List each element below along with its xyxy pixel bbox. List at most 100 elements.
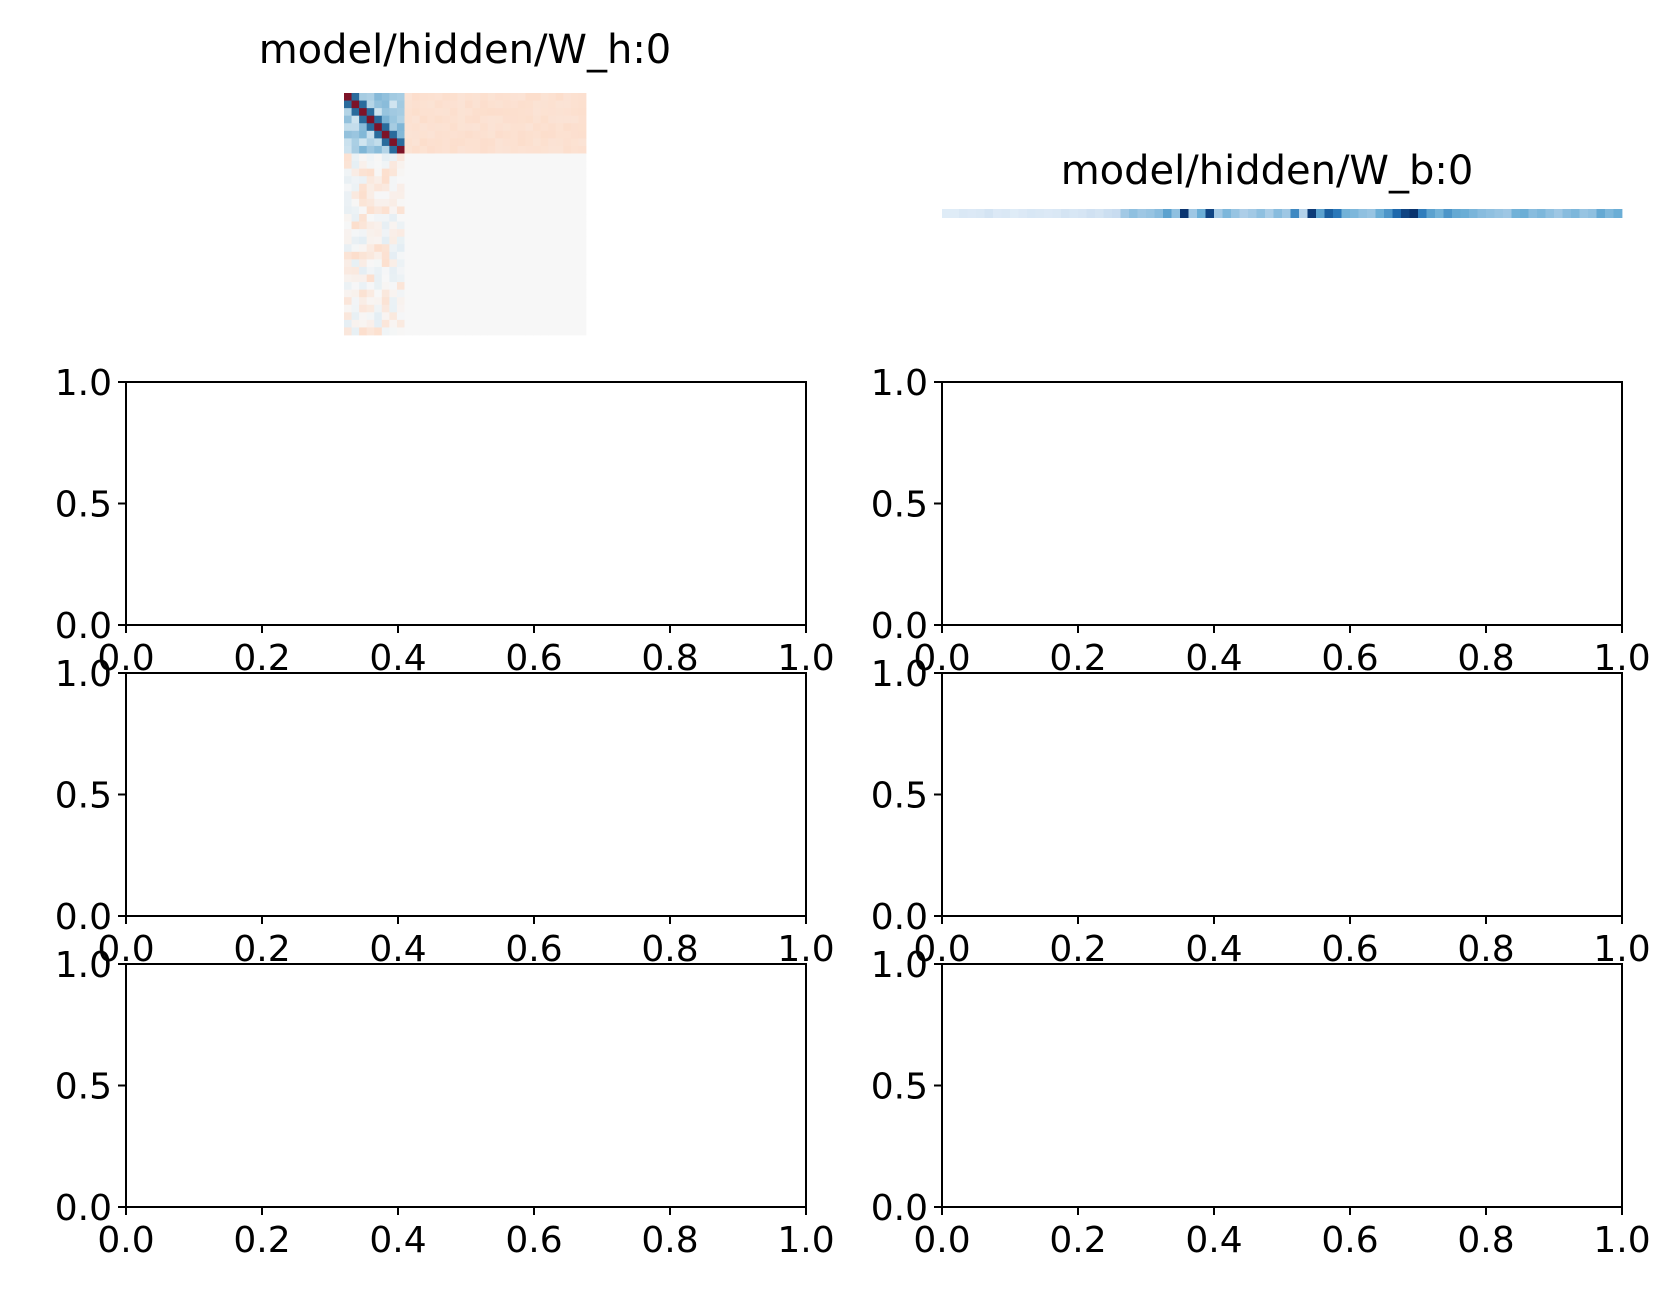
heatmap-cell bbox=[525, 251, 534, 260]
heatmap-cell bbox=[502, 191, 511, 200]
y-tick-label: 0.5 bbox=[871, 776, 928, 817]
heatmap-cell bbox=[1154, 209, 1164, 218]
heatmap-cell bbox=[465, 274, 473, 283]
heatmap-cell bbox=[359, 312, 368, 321]
heatmap-cell bbox=[1367, 209, 1376, 218]
heatmap-cell bbox=[404, 93, 413, 101]
heatmap-cell bbox=[351, 161, 360, 170]
heatmap-cell bbox=[487, 191, 496, 200]
heatmap-cell bbox=[578, 115, 587, 124]
heatmap-cell bbox=[555, 221, 564, 230]
heatmap-cell bbox=[533, 221, 542, 230]
heatmap-cell bbox=[480, 282, 489, 291]
heatmap-cell bbox=[533, 145, 542, 154]
heatmap-cell bbox=[578, 176, 587, 185]
x-tick-label: 0.0 bbox=[913, 1220, 970, 1261]
heatmap-cell bbox=[351, 115, 360, 124]
heatmap-cell bbox=[563, 168, 572, 177]
heatmap-cell bbox=[359, 145, 368, 154]
heatmap-cell bbox=[555, 304, 564, 313]
heatmap-cell bbox=[351, 312, 360, 321]
heatmap-cell bbox=[381, 138, 390, 147]
axes-panel: 0.0 0.2 0.4 0.6 0.8 1.0 0.0 0.5 1.0 bbox=[871, 945, 1651, 1261]
heatmap-cell bbox=[389, 93, 398, 101]
heatmap-cell bbox=[396, 236, 405, 245]
heatmap-cell bbox=[412, 168, 421, 177]
heatmap-cell bbox=[472, 161, 481, 170]
heatmap-cell bbox=[404, 138, 413, 147]
heatmap-cell bbox=[570, 229, 579, 238]
heatmap-cell bbox=[540, 138, 549, 147]
heatmap-cell bbox=[366, 138, 375, 147]
heatmap-cell bbox=[1290, 209, 1300, 218]
heatmap-cell bbox=[465, 100, 473, 109]
heatmap-cell bbox=[1282, 209, 1291, 218]
heatmap-cell bbox=[555, 100, 564, 109]
heatmap-cell bbox=[404, 244, 413, 253]
heatmap-cell bbox=[540, 115, 549, 124]
heatmap-cell bbox=[555, 289, 564, 298]
heatmap-cell bbox=[366, 289, 375, 298]
heatmap-cell bbox=[351, 289, 360, 298]
heatmap-cell bbox=[351, 236, 360, 245]
heatmap-cell bbox=[465, 145, 473, 154]
heatmap-cell bbox=[578, 221, 587, 230]
heatmap-cell bbox=[374, 130, 383, 139]
heatmap-cell bbox=[540, 93, 549, 101]
heatmap-cell bbox=[1520, 209, 1529, 218]
heatmap-cell bbox=[389, 304, 398, 313]
heatmap-cell bbox=[442, 214, 451, 222]
heatmap-cell bbox=[578, 153, 587, 162]
heatmap-cell bbox=[555, 168, 564, 177]
heatmap-cell bbox=[555, 297, 564, 306]
heatmap-cell bbox=[563, 206, 572, 215]
heatmap-cell bbox=[412, 108, 421, 117]
heatmap-cell bbox=[374, 138, 383, 147]
heatmap-cell bbox=[396, 183, 405, 192]
heatmap-cell bbox=[465, 319, 473, 328]
heatmap-cell bbox=[942, 209, 951, 218]
heatmap-cell bbox=[344, 93, 352, 101]
heatmap-cell bbox=[1273, 209, 1283, 218]
heatmap-cell bbox=[570, 244, 579, 253]
heatmap-cell bbox=[1214, 209, 1223, 218]
heatmap-cell bbox=[495, 289, 504, 298]
heatmap-cell bbox=[427, 274, 436, 283]
heatmap-cell bbox=[548, 327, 557, 336]
heatmap-cell bbox=[427, 327, 436, 336]
heatmap-cell bbox=[404, 229, 413, 238]
heatmap-cell bbox=[457, 319, 466, 328]
heatmap-cell bbox=[548, 138, 557, 147]
heatmap-cell bbox=[517, 191, 526, 200]
heatmap-cell bbox=[442, 191, 451, 200]
heatmap-cell bbox=[480, 289, 489, 298]
heatmap-cell bbox=[548, 145, 557, 154]
heatmap-cell bbox=[570, 153, 579, 162]
heatmap-cell bbox=[412, 206, 421, 215]
heatmap-cell bbox=[570, 168, 579, 177]
heatmap-cell bbox=[366, 206, 375, 215]
heatmap-cell bbox=[540, 282, 549, 291]
heatmap-cell bbox=[517, 115, 526, 124]
heatmap-cell bbox=[570, 289, 579, 298]
heatmap-cell bbox=[510, 161, 519, 170]
heatmap-cell bbox=[366, 191, 375, 200]
heatmap-cell bbox=[381, 206, 390, 215]
heatmap-cell bbox=[366, 266, 375, 275]
heatmap-cell bbox=[548, 229, 557, 238]
heatmap-cell bbox=[449, 214, 458, 222]
heatmap-cell bbox=[510, 259, 519, 268]
heatmap-cell bbox=[404, 282, 413, 291]
heatmap-cell bbox=[449, 206, 458, 215]
heatmap-cell bbox=[351, 297, 360, 306]
heatmap-cell bbox=[495, 168, 504, 177]
heatmap-cell bbox=[381, 198, 390, 207]
heatmap-cell bbox=[359, 229, 368, 238]
heatmap-cell bbox=[449, 304, 458, 313]
heatmap-cell bbox=[412, 251, 421, 260]
heatmap-cell bbox=[495, 183, 504, 192]
heatmap-cell bbox=[563, 244, 572, 253]
heatmap-cell bbox=[1392, 209, 1402, 218]
heatmap-cell bbox=[472, 130, 481, 139]
heatmap-cell bbox=[540, 100, 549, 109]
